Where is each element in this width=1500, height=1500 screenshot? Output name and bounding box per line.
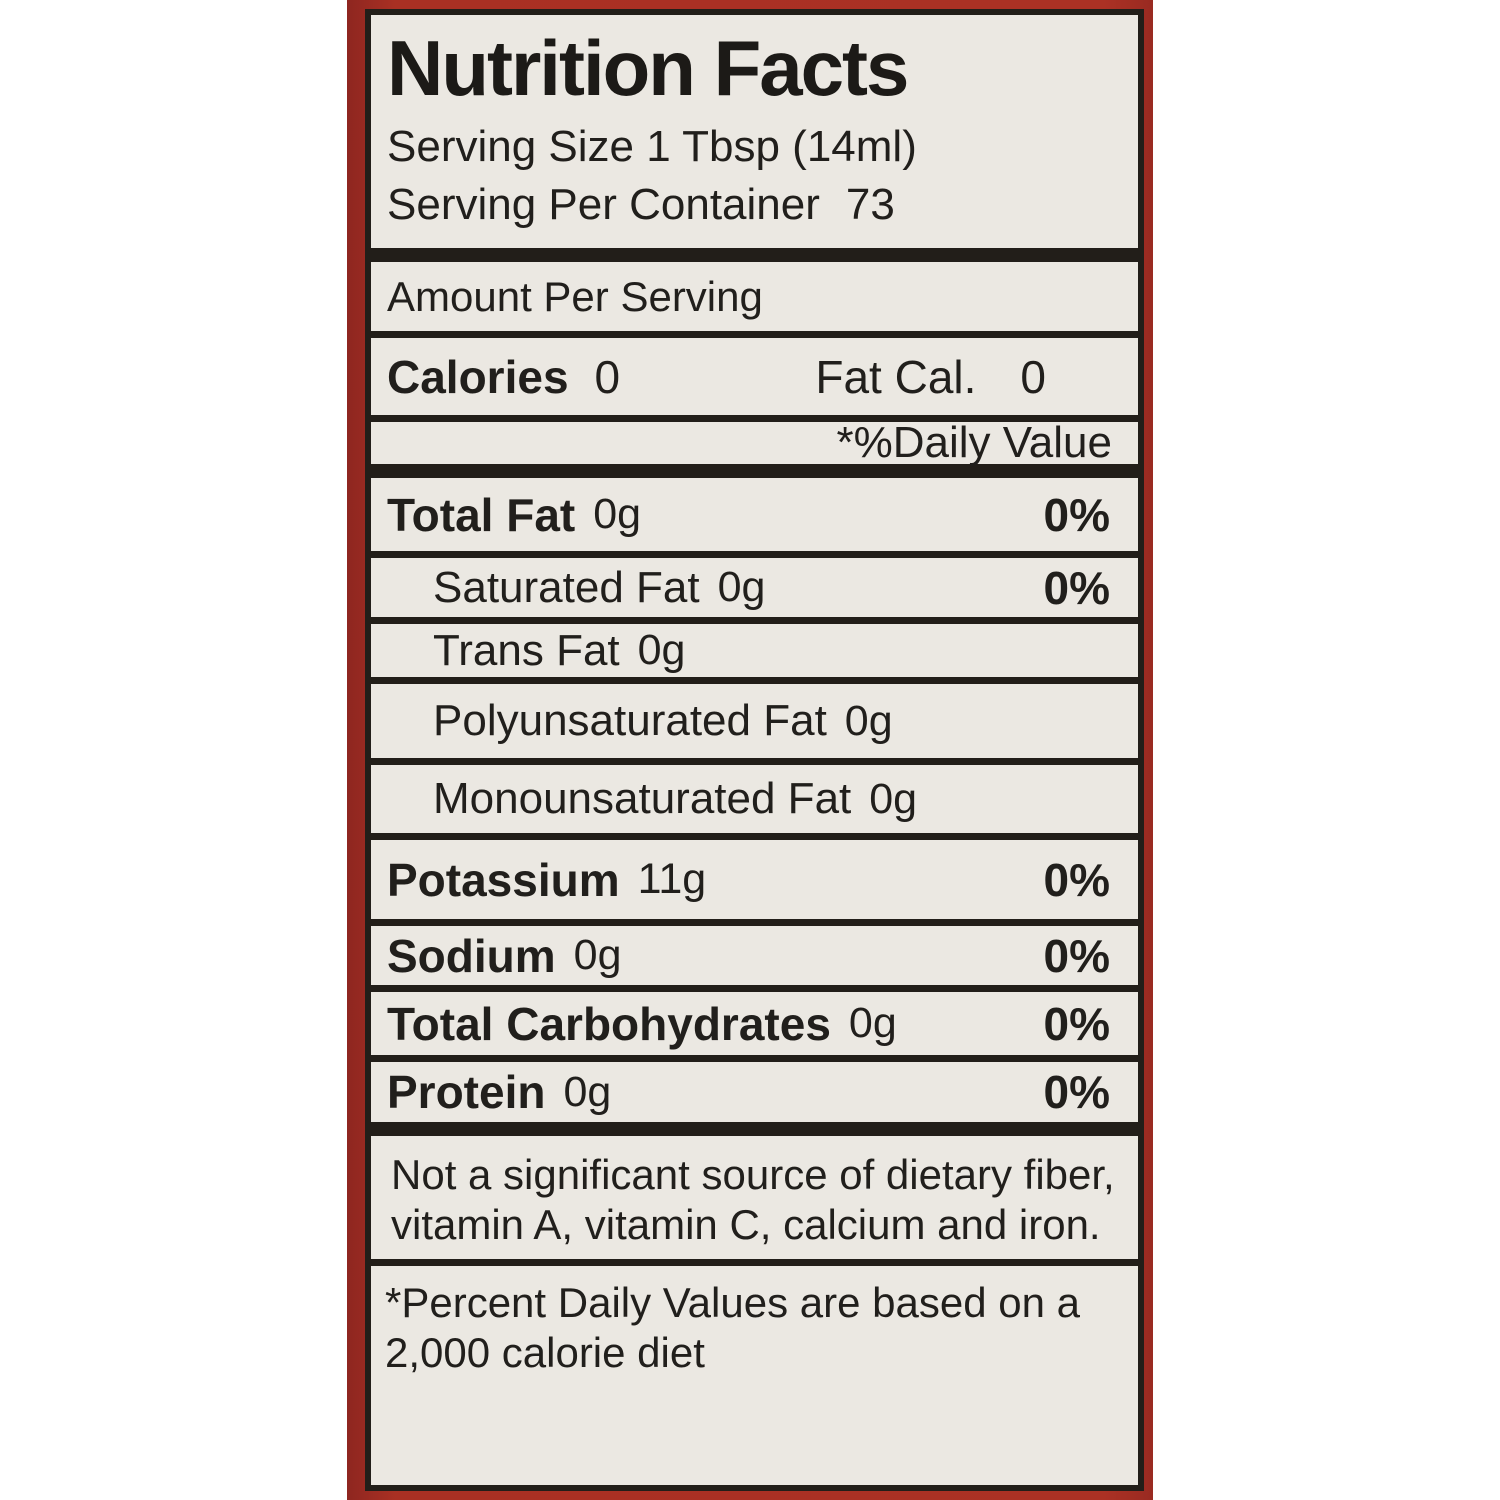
- servings-per-container-label: Serving Per Container: [387, 179, 820, 229]
- nutrient-row-total-carbohydrates: Total Carbohydrates 0g 0%: [371, 992, 1138, 1062]
- amount-per-serving-row: Amount Per Serving: [371, 262, 1138, 338]
- nutrient-name: Saturated Fat: [433, 562, 700, 612]
- servings-per-container-line: Serving Per Container 73: [387, 179, 1124, 231]
- nutrient-row-protein: Protein 0g 0%: [371, 1062, 1138, 1136]
- amount-per-serving-label: Amount Per Serving: [387, 272, 763, 320]
- fat-calories-label: Fat Cal.: [815, 350, 977, 403]
- nutrient-daily-value: 0%: [1043, 929, 1110, 982]
- nutrient-row-total-fat: Total Fat 0g 0%: [371, 478, 1138, 558]
- nutrient-daily-value: 0%: [1043, 561, 1110, 614]
- nutrient-amount: 0g: [563, 1067, 612, 1116]
- nutrient-name: Total Carbohydrates: [387, 997, 831, 1050]
- nutrient-row-saturated-fat: Saturated Fat 0g 0%: [371, 558, 1138, 624]
- servings-per-container-value: 73: [845, 179, 895, 229]
- nutrient-daily-value: 0%: [1043, 853, 1110, 906]
- nutrient-amount: 0g: [637, 626, 686, 674]
- calories-row: Calories 0 Fat Cal. 0: [371, 338, 1138, 422]
- nutrient-amount: 0g: [848, 999, 897, 1047]
- nutrient-name: Trans Fat: [433, 625, 620, 675]
- calories-value: 0: [594, 350, 621, 403]
- nutrient-daily-value: 0%: [1043, 488, 1110, 541]
- nutrient-row-monounsaturated-fat: Monounsaturated Fat 0g: [371, 765, 1138, 840]
- nutrient-row-polyunsaturated-fat: Polyunsaturated Fat 0g: [371, 684, 1138, 765]
- fat-calories-group: Fat Cal. 0: [815, 350, 1046, 404]
- daily-value-footnote-text: *Percent Daily Values are based on a 2,0…: [385, 1279, 1080, 1377]
- label-header: Nutrition Facts Serving Size 1 Tbsp (14m…: [371, 15, 1138, 262]
- nutrient-daily-value: 0%: [1043, 997, 1110, 1050]
- insignificant-nutrients-note: Not a significant source of dietary fibe…: [371, 1136, 1138, 1266]
- nutrient-row-trans-fat: Trans Fat 0g: [371, 624, 1138, 684]
- nutrient-name: Potassium: [387, 853, 620, 906]
- daily-value-footnote: *Percent Daily Values are based on a 2,0…: [371, 1266, 1138, 1485]
- serving-size-line: Serving Size 1 Tbsp (14ml): [387, 122, 917, 171]
- daily-value-header-row: *%Daily Value: [371, 418, 1138, 478]
- nutrient-amount: 0g: [593, 490, 642, 538]
- nutrient-row-sodium: Sodium 0g 0%: [371, 926, 1138, 992]
- nutrient-name: Total Fat: [387, 488, 576, 541]
- nutrition-facts-label: Nutrition Facts Serving Size 1 Tbsp (14m…: [365, 9, 1144, 1491]
- fat-calories-value: 0: [1020, 350, 1046, 403]
- daily-value-header: *%Daily Value: [836, 418, 1112, 467]
- nutrient-amount: 11g: [637, 855, 707, 903]
- nutrient-amount: 0g: [717, 563, 766, 611]
- nutrient-name: Polyunsaturated Fat: [433, 696, 827, 745]
- nutrient-name: Protein: [387, 1066, 546, 1118]
- insignificant-nutrients-text: Not a significant source of dietary fibe…: [391, 1151, 1115, 1249]
- nutrient-name: Monounsaturated Fat: [433, 774, 852, 823]
- nutrient-daily-value: 0%: [1043, 1066, 1110, 1118]
- nutrient-amount: 0g: [573, 931, 622, 979]
- nutrient-name: Sodium: [387, 929, 556, 982]
- nutrient-amount: 0g: [869, 774, 918, 823]
- nutrient-row-potassium: Potassium 11g 0%: [371, 840, 1138, 926]
- nutrient-amount: 0g: [844, 696, 893, 745]
- calories-label: Calories: [387, 350, 569, 403]
- label-title: Nutrition Facts: [387, 24, 909, 112]
